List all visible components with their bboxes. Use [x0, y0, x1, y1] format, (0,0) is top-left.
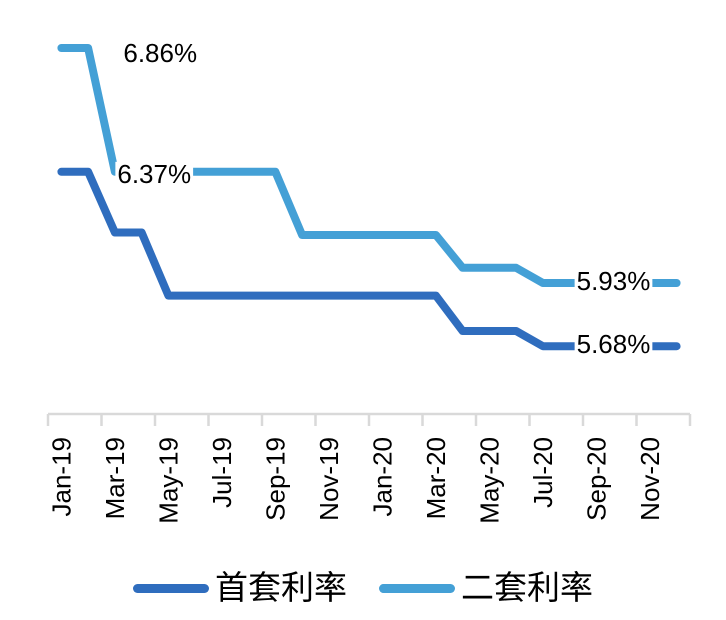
x-axis-label: May-19 — [153, 437, 183, 524]
data-label-bg — [121, 41, 200, 65]
legend-item-second-home-rate: 二套利率 — [379, 571, 593, 607]
data-label-bg — [574, 332, 653, 357]
legend-swatch-first-home-rate — [133, 584, 209, 594]
x-axis-label: Jul-20 — [528, 437, 558, 508]
x-axis-label: Nov-19 — [314, 437, 344, 521]
data-label: 5.93% — [577, 266, 651, 296]
legend-label-second-home-rate: 二套利率 — [461, 570, 593, 607]
x-axis-label: Sep-20 — [581, 437, 611, 521]
data-label-bg — [574, 269, 653, 294]
legend-label-first-home-rate: 首套利率 — [215, 570, 347, 607]
x-axis-label: Jan-20 — [367, 437, 397, 517]
data-label: 5.68% — [577, 329, 651, 359]
x-axis-label: Mar-19 — [100, 437, 130, 519]
legend-item-first-home-rate: 首套利率 — [133, 571, 347, 607]
x-axis-label: Sep-19 — [260, 437, 290, 521]
legend-swatch-second-home-rate — [379, 584, 455, 594]
x-axis-label: Jan-19 — [46, 437, 76, 517]
x-axis-label: Nov-20 — [635, 437, 665, 521]
x-axis-label: Mar-20 — [421, 437, 451, 519]
mortgage-rate-line-chart: Jan-19 Mar-19 May-19 Jul-19 Sep-19 Nov-19 Jan-… — [46, 38, 692, 524]
x-axis-label: Jul-19 — [207, 437, 237, 508]
series-line-0 — [57, 167, 681, 351]
data-label: 6.37% — [117, 159, 191, 189]
x-axis-label: May-20 — [474, 437, 504, 524]
data-label-bg — [115, 161, 194, 186]
data-label: 6.86% — [123, 38, 197, 68]
chart-legend: 首套利率 二套利率 — [0, 566, 726, 612]
